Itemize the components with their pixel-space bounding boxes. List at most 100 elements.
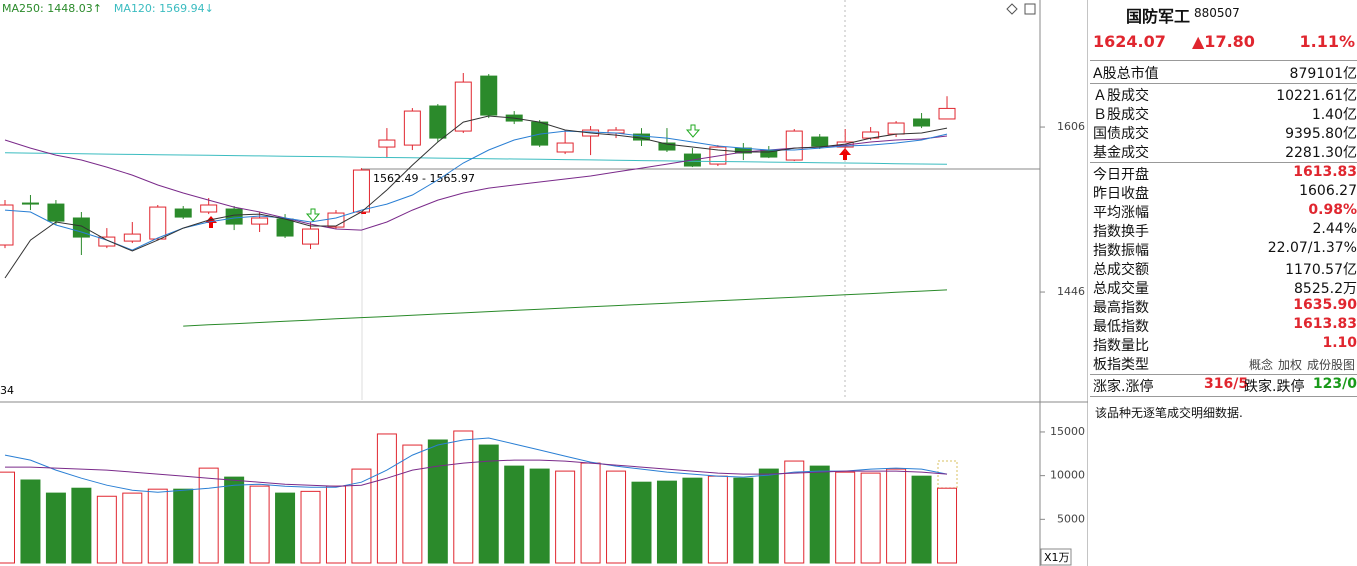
y-tick-label: 5000 [1057, 512, 1085, 525]
row-label: 板指类型 [1093, 357, 1149, 373]
candle-body [887, 122, 905, 135]
candle-body [276, 218, 294, 237]
row-label: 指数换手 [1093, 224, 1149, 240]
unit-box [1040, 548, 1072, 566]
index-code: 880507 [1194, 6, 1240, 20]
ma-line [5, 459, 948, 487]
type-link[interactable]: 概念 [1248, 358, 1273, 372]
separator [1090, 396, 1357, 397]
ma-line [183, 289, 948, 327]
separator [1090, 83, 1357, 84]
up-label: 涨家.涨停 [1093, 379, 1154, 395]
y-tick-label: 15000 [1050, 425, 1085, 438]
volume-bar [325, 485, 346, 564]
y-tick-label: 1446 [1057, 285, 1085, 298]
volume-bar [351, 468, 372, 564]
price: 1624.07 [1093, 32, 1166, 51]
volume-bar [122, 492, 143, 564]
volume-bar [733, 477, 754, 564]
candle-body [149, 206, 167, 240]
volume-bar [580, 462, 601, 564]
row-label: 指数量比 [1093, 338, 1149, 354]
volume-bar [478, 444, 499, 564]
row-value: 9395.80亿 [1285, 126, 1357, 142]
row-label: Ｂ股成交 [1093, 107, 1149, 123]
range-annotation: 1562.49 - 1565.97 [373, 172, 475, 185]
down-value: 123/0 [1312, 376, 1357, 392]
candle-body [0, 204, 14, 246]
ma-line [4, 115, 948, 279]
row-label: 平均涨幅 [1093, 205, 1149, 221]
row-value: 22.07/1.37% [1267, 240, 1357, 256]
type-link[interactable]: 成份股图 [1306, 358, 1355, 372]
ma-legend: MA120: 1569.94↓ [114, 2, 214, 15]
volume-bar [682, 477, 703, 564]
volume-bar [147, 488, 168, 564]
volume-bar [300, 490, 321, 564]
volume-bar [0, 471, 15, 564]
ma-line [4, 437, 948, 493]
quote-panel: 国防军工 880507 1624.07 ▲17.80 1.11% 板指类型 概念… [1090, 0, 1357, 566]
row-label: 总成交量 [1093, 281, 1149, 297]
row-value: 1.40亿 [1311, 107, 1357, 123]
candle-body [938, 107, 956, 120]
volume-bar [198, 467, 219, 564]
volume-bar [45, 492, 66, 564]
volume-bar [173, 488, 194, 564]
row-value: 1613.83 [1293, 316, 1357, 332]
volume-bar [606, 470, 627, 564]
candle-body [174, 208, 192, 218]
volume-bar [376, 433, 397, 564]
down-label: 跌家.跌停 [1244, 379, 1305, 395]
volume-bar [96, 495, 117, 564]
row-value: 1613.83 [1293, 164, 1357, 180]
row-value: 1.10 [1322, 335, 1357, 351]
volume-bar [911, 475, 932, 564]
up-value: 316/5 [1204, 376, 1249, 392]
row-label: 总成交额 [1093, 262, 1149, 278]
y-tick-label: 10000 [1050, 469, 1085, 482]
candle-body [123, 233, 141, 242]
type-links: 概念 加权 成份股图 [1244, 356, 1355, 373]
volume-bar [427, 439, 448, 564]
separator [1090, 60, 1357, 61]
volume-bar [224, 476, 245, 564]
row-label: 指数振幅 [1093, 243, 1149, 259]
candle-body [327, 212, 345, 228]
row-label: 最低指数 [1093, 319, 1149, 335]
volume-bar [275, 492, 296, 564]
volume-bar [784, 460, 805, 564]
window-icons[interactable] [1006, 3, 1036, 15]
volume-bar [453, 430, 474, 564]
candle-body [913, 118, 931, 127]
row-value: 879101亿 [1289, 66, 1357, 82]
signal-icons [205, 124, 851, 228]
row-value: 1606.27 [1299, 183, 1357, 199]
candle-body [302, 228, 320, 245]
row-value: 8525.2万 [1294, 281, 1357, 297]
type-link[interactable]: 加权 [1277, 358, 1302, 372]
volume-bar [529, 468, 550, 564]
note: 该品种无逐笔成交明细数据. [1095, 406, 1243, 420]
cut-label: 34 [0, 384, 14, 397]
candle-body [72, 217, 90, 238]
candle-body [480, 75, 498, 116]
y-tick-label: 1606 [1057, 120, 1085, 133]
candle-body [251, 217, 269, 225]
volume-bar [886, 468, 907, 564]
volume-bar [809, 465, 830, 564]
row-label: 基金成交 [1093, 145, 1149, 161]
row-label: 今日开盘 [1093, 167, 1149, 183]
candle-body [429, 105, 447, 139]
volume-bar [656, 480, 677, 564]
row-label: 最高指数 [1093, 300, 1149, 316]
volume-bar [249, 485, 270, 564]
row-value: 1635.90 [1293, 297, 1357, 313]
row-value: 2281.30亿 [1285, 145, 1357, 161]
ma-line [4, 135, 948, 231]
volume-bar [555, 470, 576, 564]
forecast-box [937, 460, 958, 489]
row-label: Ａ股成交 [1093, 88, 1149, 104]
separator [1090, 374, 1357, 375]
